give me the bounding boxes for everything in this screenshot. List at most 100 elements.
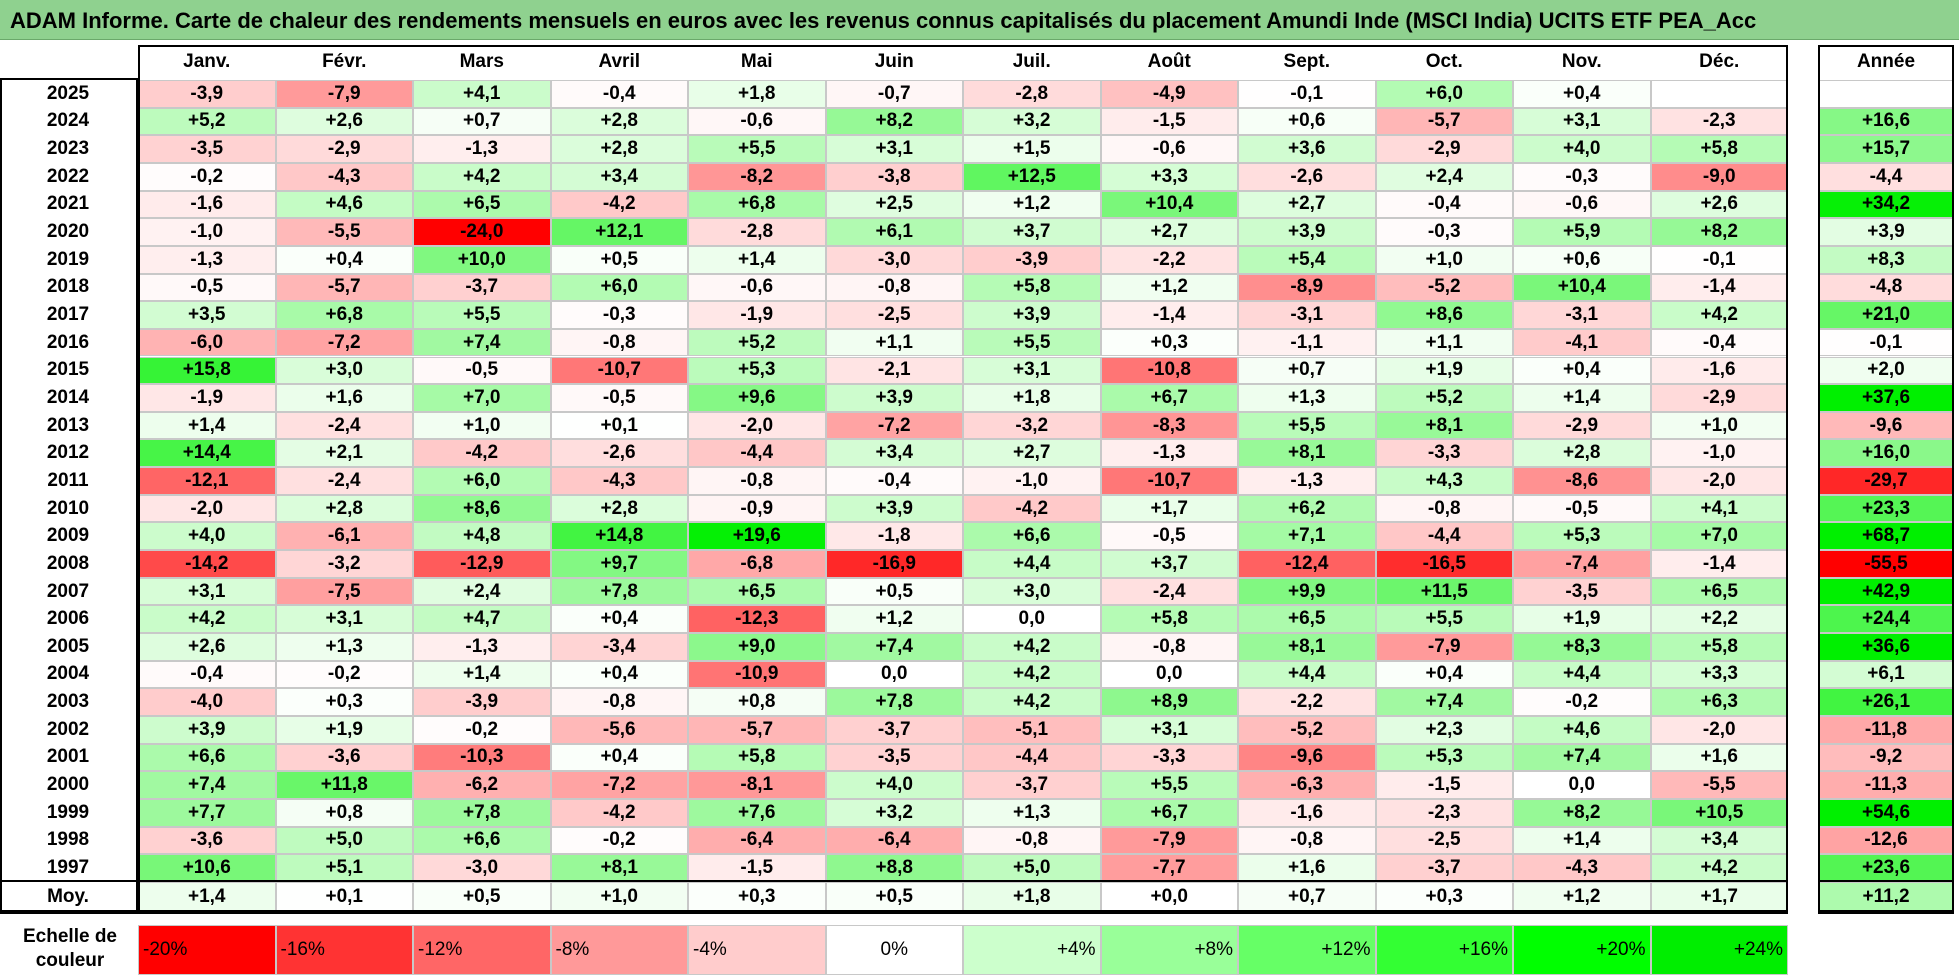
heatmap-cell: +1,0 <box>1375 245 1513 274</box>
color-scale-stop: -4% <box>688 925 826 975</box>
year-label: 2020 <box>46 221 90 243</box>
heatmap-cell: -3,2 <box>963 411 1101 440</box>
heatmap-cell: -0,8 <box>963 826 1101 855</box>
heatmap-cell: +5,5 <box>1238 411 1376 440</box>
heatmap-cell: -2,5 <box>825 301 963 329</box>
heatmap-cell: +7,4 <box>413 328 551 357</box>
color-scale-stop: +24% <box>1650 925 1788 975</box>
heatmap-cell: +0,3 <box>1100 328 1238 357</box>
average-cell: +1,8 <box>963 882 1101 912</box>
heatmap-cell: 0,0 <box>1100 660 1238 689</box>
heatmap-cell: +4,4 <box>1513 660 1651 689</box>
heatmap-cell: -3,7 <box>1375 854 1513 882</box>
heatmap-cell <box>1650 80 1788 108</box>
heatmap-cell: -1,0 <box>963 467 1101 495</box>
heatmap-cell: -1,1 <box>1238 328 1376 357</box>
heatmap-cell: +3,4 <box>825 439 963 468</box>
month-header: Avril <box>598 50 641 72</box>
heatmap-cell: +3,5 <box>138 301 276 329</box>
heatmap-cell: -8,6 <box>1513 467 1651 495</box>
heatmap-cell: +6,1 <box>825 218 963 246</box>
annual-cell: +16,0 <box>1818 439 1954 468</box>
heatmap-cell: +5,8 <box>1650 633 1788 661</box>
heatmap-cell: +1,6 <box>275 384 413 412</box>
heatmap-cell: +1,3 <box>275 633 413 661</box>
heatmap-cell: -5,7 <box>275 273 413 302</box>
year-label: 2006 <box>46 608 90 630</box>
color-scale-stop: +12% <box>1238 925 1376 975</box>
average-cell: +0,7 <box>1238 882 1376 912</box>
heatmap-cell: -3,3 <box>1375 439 1513 468</box>
heatmap-cell: +5,3 <box>688 356 826 385</box>
heatmap-cell: +6,6 <box>413 826 551 855</box>
heatmap-cell: +0,1 <box>550 411 688 440</box>
heatmap-cell: +8,8 <box>825 854 963 882</box>
heatmap-cell: +4,2 <box>1650 301 1788 329</box>
heatmap-cell: +2,8 <box>550 135 688 163</box>
annual-cell: -55,5 <box>1818 550 1954 578</box>
average-cell: +1,2 <box>1513 882 1651 912</box>
heatmap-cell: +9,6 <box>688 384 826 412</box>
heatmap-cell: +2,7 <box>1100 218 1238 246</box>
heatmap-cell: -0,1 <box>1238 80 1376 108</box>
heatmap-cell: +1,9 <box>275 715 413 744</box>
heatmap-cell: +6,5 <box>413 190 551 219</box>
year-label: 2024 <box>46 110 90 132</box>
heatmap-cell: -0,3 <box>1513 162 1651 191</box>
color-scale-stop: +16% <box>1375 925 1513 975</box>
heatmap-cell: +1,4 <box>413 660 551 689</box>
heatmap-cell: +3,9 <box>825 494 963 523</box>
heatmap-cell: +1,2 <box>825 605 963 633</box>
heatmap-cell: +3,9 <box>138 715 276 744</box>
heatmap-cell: -2,0 <box>1650 467 1788 495</box>
heatmap-cell: +5,5 <box>1100 771 1238 799</box>
month-header: Juil. <box>1012 50 1051 72</box>
heatmap-cell: -2,2 <box>1100 245 1238 274</box>
heatmap-cell: +4,0 <box>1513 135 1651 163</box>
heatmap-cell: -0,6 <box>688 107 826 136</box>
heatmap-cell: +6,6 <box>138 743 276 772</box>
heatmap-cell: -0,4 <box>1650 328 1788 357</box>
heatmap-cell: +1,4 <box>1513 826 1651 855</box>
heatmap-cell: +8,9 <box>1100 688 1238 716</box>
heatmap-cell: -3,9 <box>413 688 551 716</box>
heatmap-cell: +9,9 <box>1238 577 1376 606</box>
year-label: 2000 <box>46 774 90 796</box>
average-cell: +0,5 <box>825 882 963 912</box>
heatmap-cell: +19,6 <box>688 522 826 551</box>
heatmap-cell: -16,5 <box>1375 550 1513 578</box>
heatmap-cell: -2,2 <box>1238 688 1376 716</box>
heatmap-cell: -3,4 <box>550 633 688 661</box>
heatmap-cell: +15,8 <box>138 356 276 385</box>
heatmap-cell: +3,1 <box>963 356 1101 385</box>
year-label: 2008 <box>46 552 90 574</box>
annual-cell: +6,1 <box>1818 660 1954 689</box>
heatmap-cell: -1,3 <box>413 135 551 163</box>
heatmap-cell: +6,7 <box>1100 384 1238 412</box>
heatmap-cell: -2,3 <box>1650 107 1788 136</box>
title-bar: ADAM Informe. Carte de chaleur des rende… <box>0 0 1959 40</box>
heatmap-cell: +6,5 <box>1238 605 1376 633</box>
annual-cell: +2,0 <box>1818 356 1954 385</box>
heatmap-cell: -4,3 <box>550 467 688 495</box>
heatmap-cell: +5,3 <box>1375 743 1513 772</box>
annual-cell: -0,1 <box>1818 328 1954 357</box>
heatmap-cell: 0,0 <box>963 605 1101 633</box>
heatmap-cell: +7,4 <box>1513 743 1651 772</box>
average-cell: +0,3 <box>1375 882 1513 912</box>
heatmap-cell: -3,5 <box>825 743 963 772</box>
heatmap-cell: +8,2 <box>825 107 963 136</box>
month-header: Mai <box>740 50 773 72</box>
heatmap-cell: -1,5 <box>1375 771 1513 799</box>
chart-title: ADAM Informe. Carte de chaleur des rende… <box>10 8 1757 33</box>
heatmap-cell: +1,9 <box>1513 605 1651 633</box>
heatmap-cell: -2,6 <box>1238 162 1376 191</box>
average-cell: +0,3 <box>688 882 826 912</box>
heatmap-cell: +5,8 <box>963 273 1101 302</box>
annual-cell: -11,3 <box>1818 771 1954 799</box>
heatmap-cell: -9,0 <box>1650 162 1788 191</box>
heatmap-cell: -3,8 <box>825 162 963 191</box>
heatmap-cell: +1,4 <box>138 411 276 440</box>
heatmap-cell: -2,0 <box>1650 715 1788 744</box>
heatmap-cell: +2,8 <box>275 494 413 523</box>
